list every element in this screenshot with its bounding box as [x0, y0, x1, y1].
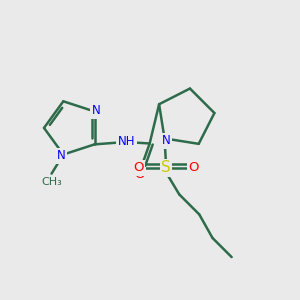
Text: S: S	[161, 160, 171, 175]
Text: NH: NH	[118, 135, 135, 148]
Text: O: O	[134, 169, 145, 182]
Text: O: O	[134, 161, 144, 174]
Text: O: O	[188, 161, 199, 174]
Text: N: N	[57, 149, 65, 163]
Text: CH₃: CH₃	[41, 177, 62, 187]
Text: N: N	[92, 104, 100, 117]
Text: N: N	[162, 134, 170, 147]
